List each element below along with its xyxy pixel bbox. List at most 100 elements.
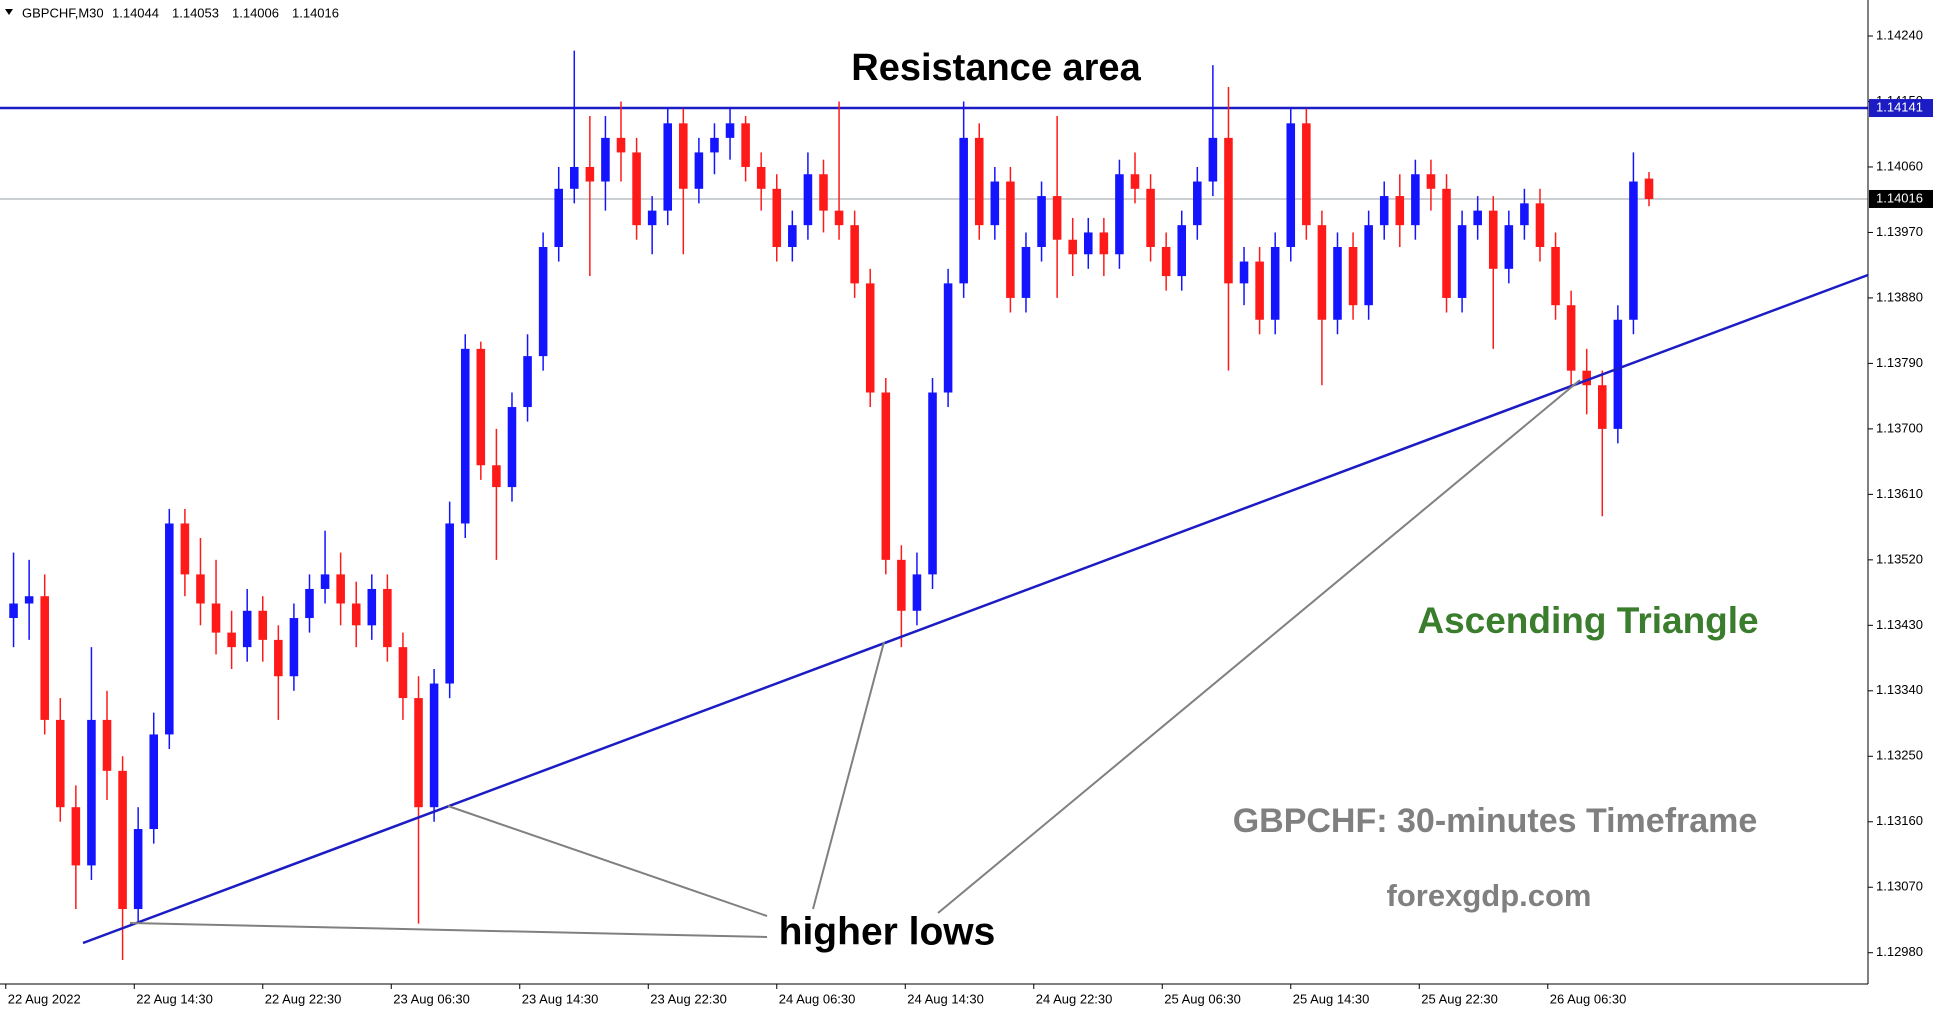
timeframe-label: GBPCHF: 30-minutes Timeframe — [1233, 802, 1758, 840]
candle-body — [165, 523, 174, 735]
y-tick-label: 1.14060 — [1876, 158, 1923, 173]
candle-body — [1504, 225, 1514, 269]
candle-body — [881, 392, 891, 560]
candle-body — [554, 188, 563, 247]
candle-body — [24, 596, 34, 604]
candle-body — [133, 829, 143, 910]
candle-body — [1255, 261, 1264, 320]
candle-body — [1099, 232, 1109, 255]
candle-body — [1426, 174, 1436, 189]
candle-body — [928, 392, 937, 575]
candle-body — [102, 719, 112, 771]
candle-body — [569, 166, 579, 189]
candle-body — [1006, 181, 1015, 298]
candle-body — [679, 123, 688, 189]
candle-body — [1411, 174, 1420, 226]
x-tick-label: 22 Aug 22:30 — [265, 991, 342, 1006]
candle-body — [788, 225, 797, 247]
candle-body — [756, 166, 766, 189]
x-tick-label: 24 Aug 14:30 — [907, 991, 984, 1006]
trend-line — [82, 273, 1869, 945]
lows-label: higher lows — [779, 910, 996, 953]
candle-body — [725, 123, 735, 138]
y-tick-label: 1.13160 — [1876, 813, 1923, 828]
resistance-tag-label: 1.14141 — [1876, 99, 1923, 114]
plot-area — [0, 50, 1868, 960]
candle-body — [1286, 123, 1296, 247]
candle-body — [118, 770, 127, 910]
candle-body — [1177, 225, 1187, 277]
candle-body — [242, 610, 252, 648]
candle-body — [865, 283, 875, 393]
candle-body — [1488, 210, 1498, 269]
candle-body — [71, 807, 81, 866]
candle-body — [492, 465, 501, 488]
candle-body — [1115, 174, 1124, 255]
candle-body — [1270, 246, 1280, 320]
candle-body — [990, 181, 1000, 226]
candle-body — [694, 152, 704, 189]
x-tick-label: 24 Aug 22:30 — [1036, 991, 1113, 1006]
candle-body — [1364, 225, 1373, 306]
candle-body — [351, 603, 361, 626]
candle-body — [897, 559, 906, 611]
candle-body — [289, 618, 299, 677]
candle-body — [1037, 196, 1046, 247]
header-low: 1.14006 — [232, 5, 279, 20]
candle-body — [803, 174, 813, 226]
candle-body — [383, 588, 392, 648]
x-tick-label: 25 Aug 22:30 — [1421, 991, 1498, 1006]
candle-body — [1317, 225, 1327, 320]
candle-body — [912, 574, 922, 611]
y-tick-label: 1.13970 — [1876, 224, 1923, 239]
candle-body — [632, 152, 641, 226]
bid-tag-label: 1.14016 — [1876, 190, 1923, 205]
pointer — [447, 805, 768, 917]
candle-body — [585, 166, 595, 182]
candle-body — [1613, 319, 1623, 429]
candle-body — [834, 210, 844, 226]
pointer-lines — [129, 379, 1581, 938]
y-tick-label: 1.13880 — [1876, 289, 1923, 304]
candle-body — [1193, 181, 1202, 226]
candle-body — [1146, 188, 1155, 247]
candle-body — [1566, 305, 1576, 371]
x-tick-label: 22 Aug 14:30 — [136, 991, 213, 1006]
y-tick-label: 1.13340 — [1876, 682, 1923, 697]
site-label: forexgdp.com — [1387, 878, 1592, 913]
candle-body — [974, 137, 984, 226]
pointer — [937, 379, 1581, 914]
header-open: 1.14044 — [112, 5, 159, 20]
candle-body — [211, 603, 221, 633]
candle-body — [647, 210, 657, 226]
y-tick-label: 1.13430 — [1876, 617, 1923, 632]
candle-body — [196, 574, 205, 604]
candle-body — [305, 588, 314, 619]
candle-body — [523, 356, 532, 408]
candle-body — [398, 647, 408, 699]
header-high: 1.14053 — [172, 5, 219, 20]
candle-body — [1302, 123, 1311, 226]
candle-body — [1161, 246, 1171, 277]
candle-body — [601, 137, 610, 182]
pointer — [812, 641, 885, 910]
candle-body — [274, 639, 283, 677]
y-tick-label: 1.14240 — [1876, 27, 1923, 42]
candle-body — [258, 610, 268, 640]
candle-body — [55, 719, 65, 808]
candle-body — [1644, 178, 1654, 199]
candle-body — [1582, 370, 1591, 386]
candle-body — [1052, 196, 1062, 240]
candle-body — [445, 523, 454, 684]
candle-body — [1597, 385, 1607, 429]
candle-body — [1208, 137, 1218, 182]
candle-body — [943, 283, 953, 393]
x-tick-label: 23 Aug 06:30 — [393, 991, 470, 1006]
y-tick-label: 1.13250 — [1876, 748, 1923, 763]
candle-body — [850, 225, 859, 284]
candle-body — [9, 603, 18, 619]
header-close: 1.14016 — [292, 5, 339, 20]
candle-body — [507, 407, 517, 488]
candle-body — [663, 123, 673, 211]
